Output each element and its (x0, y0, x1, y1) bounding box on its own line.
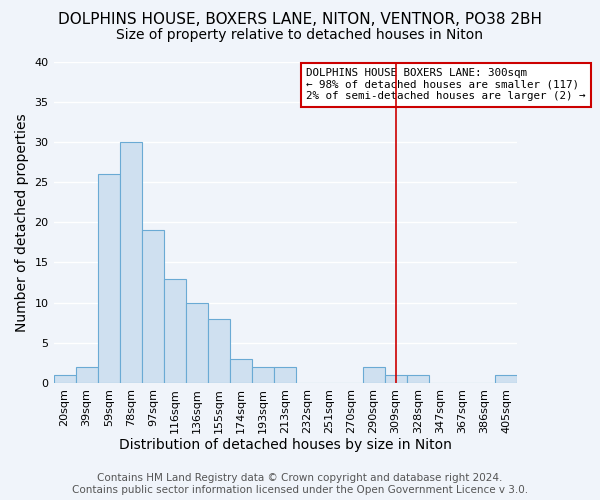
Bar (252, 367, 274, 383)
Text: Contains HM Land Registry data © Crown copyright and database right 2024.
Contai: Contains HM Land Registry data © Crown c… (72, 474, 528, 495)
Text: Size of property relative to detached houses in Niton: Size of property relative to detached ho… (116, 28, 484, 42)
Bar (98, 174, 120, 383)
Bar (274, 367, 296, 383)
Bar (76, 367, 98, 383)
Bar (164, 278, 186, 383)
Bar (230, 359, 252, 383)
Bar (120, 142, 142, 383)
Bar (53, 375, 76, 383)
Bar (208, 319, 230, 383)
Bar (186, 302, 208, 383)
Text: DOLPHINS HOUSE, BOXERS LANE, NITON, VENTNOR, PO38 2BH: DOLPHINS HOUSE, BOXERS LANE, NITON, VENT… (58, 12, 542, 28)
Bar (407, 375, 429, 383)
Bar (142, 230, 164, 383)
X-axis label: Distribution of detached houses by size in Niton: Distribution of detached houses by size … (119, 438, 452, 452)
Bar (362, 367, 385, 383)
Y-axis label: Number of detached properties: Number of detached properties (15, 113, 29, 332)
Text: DOLPHINS HOUSE BOXERS LANE: 300sqm
← 98% of detached houses are smaller (117)
2%: DOLPHINS HOUSE BOXERS LANE: 300sqm ← 98%… (306, 68, 586, 101)
Bar (495, 375, 517, 383)
Bar (385, 375, 407, 383)
